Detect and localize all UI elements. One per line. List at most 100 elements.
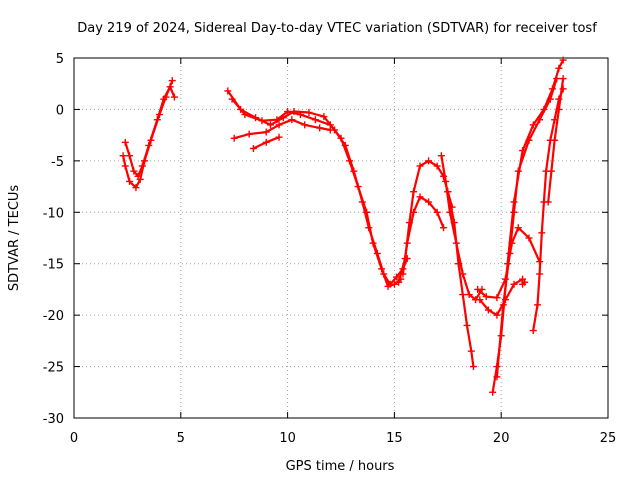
data-point	[288, 116, 296, 124]
data-point	[510, 280, 518, 288]
data-point	[555, 64, 563, 72]
data-point	[433, 162, 441, 170]
x-tick-label: 0	[70, 431, 78, 446]
data-point	[433, 208, 441, 216]
data-point	[320, 113, 328, 121]
data-point	[262, 128, 270, 136]
series-line	[491, 59, 565, 394]
data-point	[506, 249, 514, 257]
data-point	[130, 167, 138, 175]
data-point	[514, 224, 522, 232]
x-tick-label: 25	[600, 431, 617, 446]
data-point	[514, 167, 522, 175]
data-point	[311, 116, 319, 124]
series-arc3	[230, 116, 334, 142]
data-point	[284, 107, 292, 115]
series-arc8b	[544, 75, 567, 206]
x-tick-labels: 0 5 10 15 20 25	[70, 431, 616, 446]
x-tick-label: 5	[177, 431, 185, 446]
y-tick-label: 5	[56, 52, 64, 67]
data-point	[482, 293, 490, 301]
data-point	[275, 121, 283, 129]
data-series	[119, 56, 567, 396]
data-point	[559, 75, 567, 83]
y-axis-label: SDTVAR / TECUs	[7, 185, 22, 292]
series-arc5b	[444, 188, 477, 371]
data-point	[553, 75, 561, 83]
data-point	[395, 278, 403, 286]
data-point	[249, 145, 257, 153]
data-point	[390, 280, 398, 288]
data-point	[230, 134, 238, 142]
series-arc7b	[493, 75, 561, 381]
y-tick-label: -5	[51, 155, 64, 170]
data-point	[337, 134, 345, 142]
data-point	[393, 273, 401, 281]
data-point	[416, 193, 424, 201]
data-point	[346, 157, 354, 165]
series-arc3b	[249, 133, 283, 153]
axis-ticks	[73, 57, 609, 419]
data-point	[536, 116, 544, 124]
data-point	[510, 208, 518, 216]
data-point	[168, 77, 176, 85]
data-point	[166, 83, 174, 91]
series-line	[495, 77, 558, 378]
data-point	[301, 121, 309, 129]
y-tick-label: -10	[43, 206, 64, 221]
data-point	[134, 172, 142, 180]
data-point	[437, 152, 445, 160]
data-point	[241, 111, 249, 119]
data-point	[559, 56, 567, 64]
data-point	[296, 111, 304, 119]
plot-frame	[73, 57, 609, 419]
data-point	[440, 224, 448, 232]
data-point	[529, 327, 537, 335]
data-point	[551, 136, 559, 144]
data-point	[384, 282, 392, 290]
data-point	[153, 116, 161, 124]
series-arc1b	[121, 83, 178, 180]
data-point	[484, 306, 492, 314]
data-point	[536, 270, 544, 278]
data-point	[410, 188, 418, 196]
data-point	[305, 109, 313, 117]
y-tick-label: 0	[56, 103, 64, 118]
data-point	[245, 130, 253, 138]
data-point	[444, 188, 452, 196]
data-point	[489, 388, 497, 396]
data-point	[454, 260, 462, 268]
x-axis-label: GPS time / hours	[286, 459, 395, 474]
data-point	[521, 278, 529, 286]
data-point	[399, 270, 407, 278]
grid	[74, 58, 608, 418]
data-point	[119, 152, 127, 160]
data-point	[369, 239, 377, 247]
data-point	[476, 296, 484, 304]
data-point	[547, 167, 555, 175]
data-point	[450, 219, 458, 227]
data-point	[267, 121, 275, 129]
data-point	[544, 198, 552, 206]
data-point	[275, 133, 283, 141]
data-point	[262, 138, 270, 146]
y-tick-label: -20	[43, 309, 64, 324]
data-point	[546, 95, 554, 103]
series-arc2b	[228, 95, 405, 290]
data-point	[126, 177, 134, 185]
data-point	[378, 265, 386, 273]
x-tick-label: 10	[279, 431, 296, 446]
data-point	[258, 117, 266, 125]
data-point	[403, 239, 411, 247]
data-point	[425, 157, 433, 165]
chart-title: Day 219 of 2024, Sidereal Day-to-day VTE…	[77, 21, 597, 36]
data-point	[459, 291, 467, 299]
data-point	[145, 141, 153, 149]
data-point	[493, 373, 501, 381]
data-point	[463, 321, 471, 329]
data-point	[467, 347, 475, 355]
data-point	[499, 301, 507, 309]
y-tick-labels: -30 -25 -20 -15 -10 -5 0 5	[43, 52, 64, 427]
data-point	[410, 208, 418, 216]
